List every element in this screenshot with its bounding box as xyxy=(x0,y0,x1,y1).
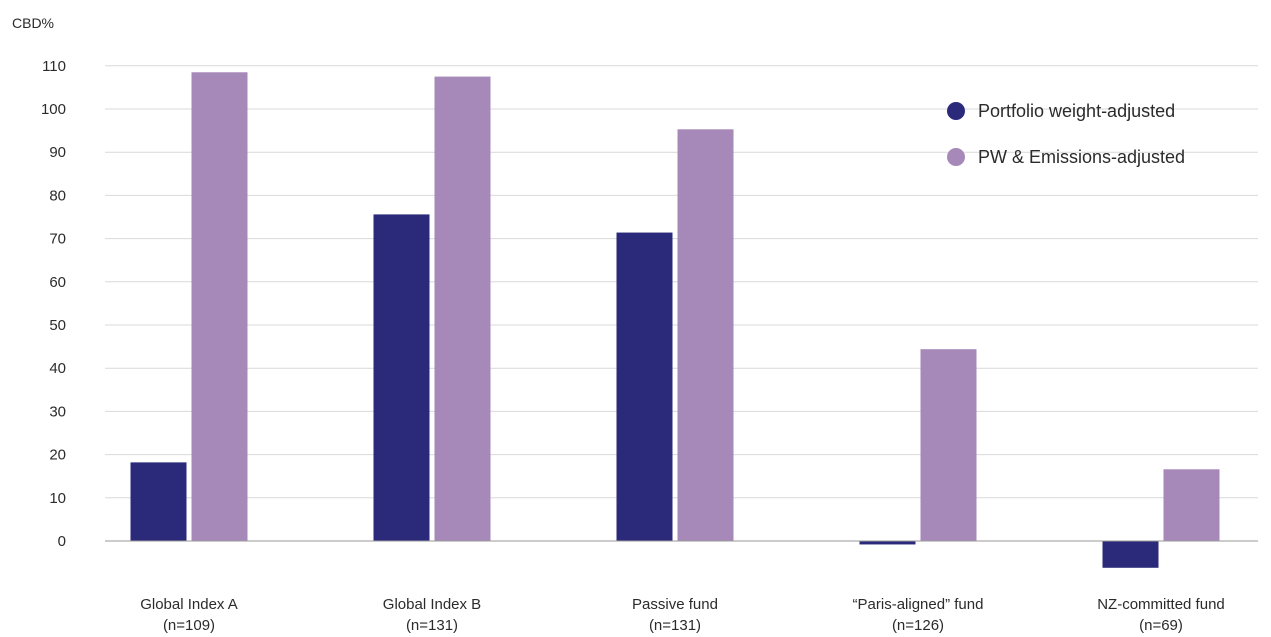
bar-pw-emissions-1 xyxy=(434,76,491,541)
category-sample-size: (n=109) xyxy=(163,617,215,634)
category-label: Global Index B xyxy=(383,596,481,613)
bar-portfolio-weight-0 xyxy=(130,462,187,541)
y-tick-label: 0 xyxy=(58,533,66,550)
legend-swatch-1 xyxy=(947,148,965,166)
legend: Portfolio weight-adjusted PW & Emissions-… xyxy=(947,101,1185,167)
y-tick-label: 10 xyxy=(49,490,66,507)
category-sample-size: (n=131) xyxy=(406,617,458,634)
legend-label-1: PW & Emissions-adjusted xyxy=(978,147,1185,167)
bar-pw-emissions-4 xyxy=(1163,469,1220,541)
category-label: Passive fund xyxy=(632,596,718,613)
legend-swatch-0 xyxy=(947,102,965,120)
x-axis-categories: Global Index A (n=109) Global Index B (n=13… xyxy=(140,596,1225,634)
bar-portfolio-weight-2 xyxy=(616,232,673,541)
bar-pw-emissions-0 xyxy=(191,72,248,541)
bars xyxy=(130,72,1220,568)
y-tick-label: 30 xyxy=(49,403,66,420)
y-tick-label: 80 xyxy=(49,187,66,204)
category-sample-size: (n=131) xyxy=(649,617,701,634)
y-axis-ticks: 0 10 20 30 40 50 60 70 80 90 100 110 xyxy=(41,58,66,550)
bar-portfolio-weight-3 xyxy=(859,541,916,545)
y-tick-label: 20 xyxy=(49,447,66,464)
y-tick-label: 60 xyxy=(49,274,66,291)
bar-portfolio-weight-1 xyxy=(373,214,430,541)
category-label: “Paris-aligned” fund xyxy=(853,596,984,613)
legend-label-0: Portfolio weight-adjusted xyxy=(978,101,1175,121)
bar-portfolio-weight-4 xyxy=(1102,541,1159,568)
y-tick-label: 100 xyxy=(41,101,66,118)
category-sample-size: (n=69) xyxy=(1139,617,1183,634)
y-tick-label: 50 xyxy=(49,317,66,334)
y-tick-label: 40 xyxy=(49,360,66,377)
y-tick-label: 90 xyxy=(49,144,66,161)
category-sample-size: (n=126) xyxy=(892,617,944,634)
bar-pw-emissions-2 xyxy=(677,129,734,541)
y-tick-label: 70 xyxy=(49,231,66,248)
category-label: NZ-committed fund xyxy=(1097,596,1225,613)
category-label: Global Index A xyxy=(140,596,238,613)
bar-pw-emissions-3 xyxy=(920,349,977,541)
y-tick-label: 110 xyxy=(42,58,66,75)
y-axis-unit-label: CBD% xyxy=(12,15,54,31)
